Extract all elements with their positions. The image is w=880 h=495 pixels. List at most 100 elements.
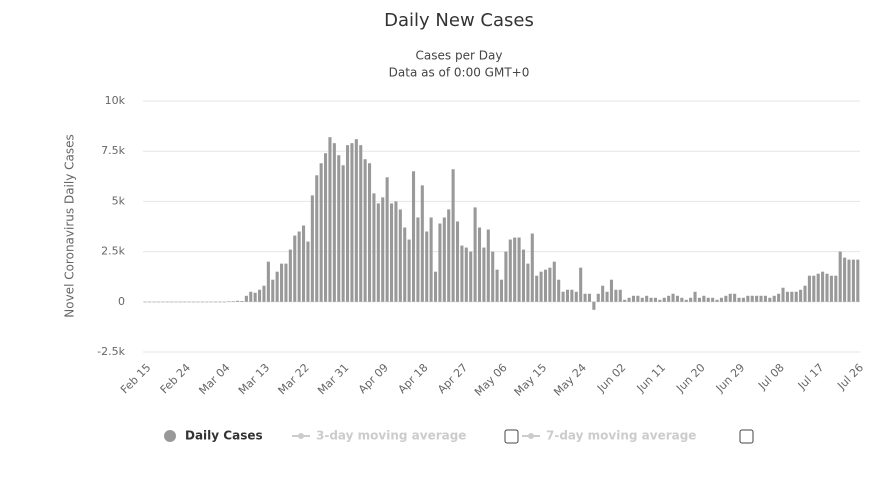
bar — [346, 145, 350, 302]
bar — [759, 295, 763, 302]
bar — [706, 297, 710, 302]
bar — [152, 301, 156, 303]
bar — [521, 249, 526, 302]
x-tick-label: Feb 24 — [158, 361, 193, 396]
chart-subtitle: Cases per Day — [416, 49, 503, 63]
y-tick-label: -2.5k — [97, 345, 125, 358]
bar — [411, 171, 416, 302]
bar — [565, 289, 570, 302]
bar — [728, 293, 732, 302]
bar — [271, 279, 275, 302]
bar — [680, 297, 684, 302]
bar — [851, 259, 855, 302]
bar — [724, 295, 728, 302]
bar — [667, 295, 671, 302]
bar — [794, 291, 798, 302]
bar — [715, 299, 719, 302]
legend-checkbox[interactable] — [739, 429, 754, 444]
bar — [293, 235, 297, 302]
bar — [200, 301, 204, 303]
bar — [658, 299, 662, 302]
x-tick-label: May 15 — [512, 361, 550, 399]
bar — [240, 300, 244, 302]
bar — [214, 301, 218, 303]
bar — [258, 289, 262, 302]
bar — [451, 169, 455, 302]
bar — [834, 275, 838, 302]
bar — [350, 143, 354, 302]
bar — [689, 297, 693, 302]
x-tick-label: Mar 13 — [236, 361, 272, 397]
bar — [513, 237, 517, 302]
x-tick-label: Apr 27 — [435, 361, 470, 396]
bar — [491, 251, 495, 302]
bar — [288, 249, 292, 302]
bar — [359, 145, 363, 302]
bar — [526, 263, 530, 302]
bar — [376, 203, 380, 302]
x-tick-label: Jun 11 — [634, 361, 668, 395]
x-tick-label: Jun 02 — [594, 361, 628, 395]
bar — [499, 279, 504, 302]
bar — [671, 293, 675, 302]
legend-checkbox[interactable] — [504, 429, 519, 444]
x-tick-label: Feb 15 — [118, 361, 153, 396]
bar — [843, 257, 847, 302]
bar — [420, 185, 424, 302]
bar — [693, 291, 697, 302]
bar — [482, 247, 486, 302]
bar — [807, 275, 811, 302]
bar — [838, 251, 842, 302]
bar — [609, 279, 614, 302]
bar — [385, 177, 389, 302]
bar — [455, 221, 460, 302]
bar — [856, 259, 860, 302]
x-tick-label: Mar 31 — [315, 361, 351, 397]
bar — [711, 297, 715, 302]
bar — [218, 301, 222, 303]
bar — [394, 201, 398, 302]
bar — [605, 291, 609, 302]
bar — [464, 247, 468, 302]
bar — [425, 231, 429, 302]
bar — [601, 285, 605, 302]
bar — [772, 295, 776, 302]
bar — [517, 237, 521, 302]
bar — [302, 225, 306, 302]
bar — [785, 291, 789, 302]
bar — [741, 297, 745, 302]
bar — [266, 261, 270, 302]
bar — [148, 301, 152, 303]
x-tick-label: Jul 17 — [795, 361, 827, 393]
bar — [192, 301, 196, 303]
bar — [816, 273, 820, 302]
legend-label[interactable]: Daily Cases — [185, 429, 263, 443]
bar — [244, 295, 248, 302]
legend-marker — [528, 433, 534, 439]
bar — [627, 297, 631, 302]
x-tick-label: Jul 26 — [834, 361, 866, 393]
bar — [280, 263, 284, 302]
legend-label[interactable]: 7-day moving average — [546, 429, 696, 443]
bar — [623, 299, 627, 302]
bar — [363, 159, 367, 302]
bar — [755, 295, 759, 302]
bar — [702, 295, 706, 302]
y-tick-label: 5k — [112, 194, 126, 207]
bar — [460, 245, 464, 302]
bar — [473, 207, 477, 302]
bar — [631, 295, 636, 302]
bar — [746, 295, 750, 302]
bar — [284, 263, 288, 302]
bar — [183, 301, 187, 303]
bar — [675, 295, 679, 302]
bar — [429, 217, 433, 302]
bar — [403, 227, 407, 302]
legend-label[interactable]: 3-day moving average — [316, 429, 466, 443]
bar — [847, 259, 851, 302]
bar — [297, 231, 301, 302]
bar — [557, 279, 561, 302]
bar — [636, 295, 640, 302]
bar — [579, 267, 583, 302]
